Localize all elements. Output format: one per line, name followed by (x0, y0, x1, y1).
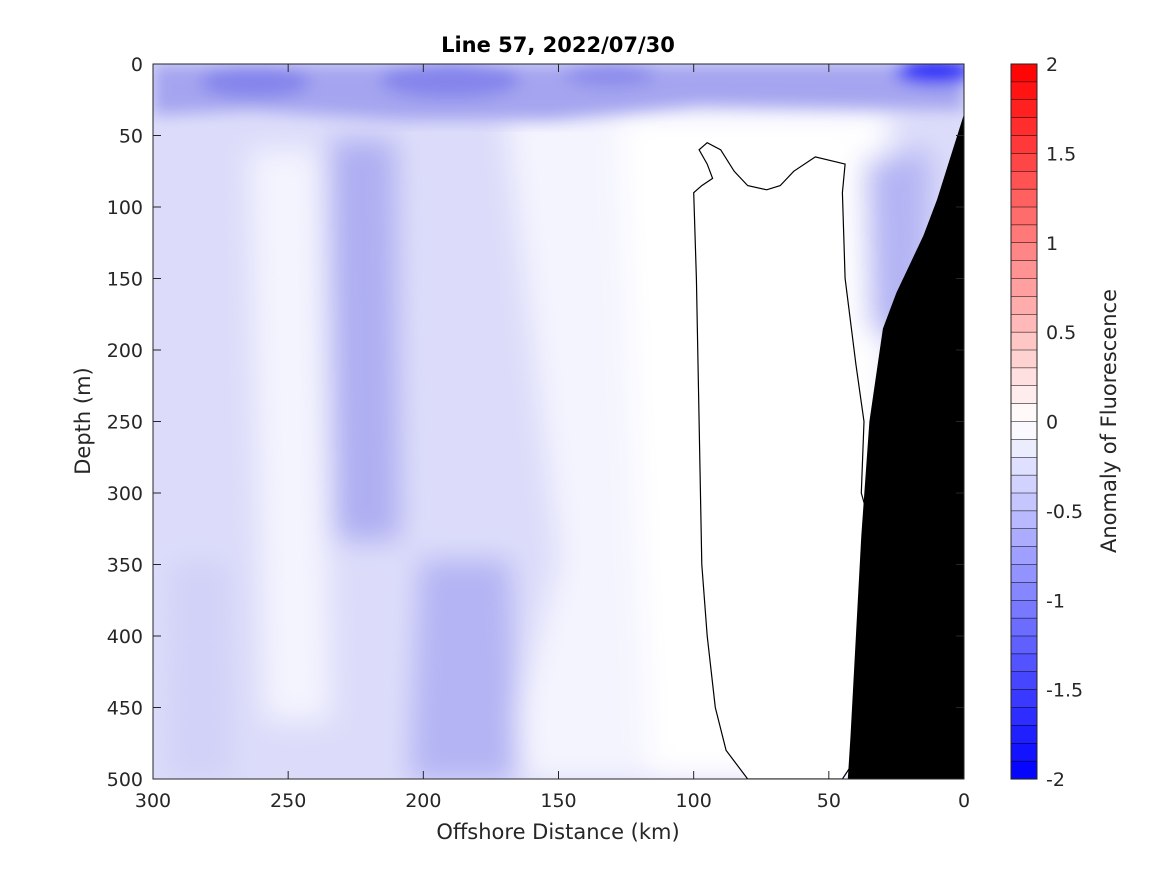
colorbar-level (1010, 385, 1038, 405)
colorbar-level (1010, 188, 1038, 208)
colorbar-level (1010, 206, 1038, 226)
y-tick-label: 0 (131, 54, 143, 76)
field-region-column-blue (330, 140, 400, 540)
colorbar-tick-label: 1.5 (1046, 143, 1076, 165)
y-tick-label: 250 (107, 412, 143, 434)
colorbar-level (1010, 153, 1038, 172)
colorbar-level (1010, 242, 1038, 262)
colorbar-level (1010, 671, 1038, 691)
colorbar-tick-label: -2 (1046, 769, 1065, 791)
surface-layer (153, 64, 964, 120)
plot-area (153, 64, 964, 779)
surface-band (153, 64, 964, 120)
x-tick-label: 50 (817, 790, 841, 812)
colorbar (1010, 63, 1038, 780)
y-tick-label: 350 (107, 555, 143, 577)
colorbar-level (1010, 367, 1038, 387)
y-tick-label: 450 (107, 698, 143, 720)
y-tick-label: 100 (107, 197, 143, 219)
colorbar-level (1010, 725, 1038, 744)
colorbar-level (1010, 349, 1038, 369)
x-tick-label: 100 (676, 790, 712, 812)
colorbar-tick-label: 0.5 (1046, 322, 1076, 344)
colorbar-level (1010, 635, 1038, 655)
colorbar-level (1010, 600, 1038, 619)
colorbar-level (1010, 296, 1038, 315)
colorbar-level (1010, 546, 1038, 566)
colorbar-level (1010, 260, 1038, 280)
colorbar-level (1010, 617, 1038, 637)
colorbar-level (1010, 510, 1038, 530)
chart-title: Line 57, 2022/07/30 (441, 33, 675, 57)
y-tick-label: 150 (107, 269, 143, 291)
colorbar-level (1010, 314, 1038, 333)
surface-blob-180 (380, 64, 520, 98)
y-tick-label: 300 (107, 483, 143, 505)
field-region-deep-blue (410, 560, 520, 779)
surface-blob-250 (200, 66, 310, 98)
colorbar-level (1010, 403, 1038, 423)
x-tick-label: 300 (135, 790, 171, 812)
y-ticks: 0 50 100 150 200 250 300 350 400 450 500 (107, 54, 964, 791)
colorbar-tick-label: -1.5 (1046, 680, 1083, 702)
colorbar-level (1010, 457, 1038, 476)
colorbar-level (1010, 81, 1038, 101)
colorbar-tick-label: -0.5 (1046, 501, 1083, 523)
x-tick-label: 200 (405, 790, 441, 812)
y-tick-label: 200 (107, 340, 143, 362)
colorbar-tick-label: 2 (1046, 54, 1058, 76)
y-tick-label: 400 (107, 626, 143, 648)
x-tick-label: 150 (540, 790, 576, 812)
field-region-west-lower (165, 560, 235, 779)
colorbar-level (1010, 707, 1038, 726)
colorbar-level (1010, 331, 1038, 351)
x-tick-label: 0 (958, 790, 970, 812)
colorbar-level (1010, 653, 1038, 673)
colorbar-tick-label: -1 (1046, 590, 1065, 612)
colorbar-tick-label: 0 (1046, 412, 1058, 434)
colorbar-level (1010, 99, 1038, 119)
colorbar-level (1010, 528, 1038, 548)
bathymetry (847, 114, 964, 779)
field-region-west-light (250, 150, 330, 720)
colorbar-level (1010, 760, 1038, 780)
x-ticks: 300 250 200 150 100 50 0 (135, 64, 970, 812)
colorbar-level (1010, 564, 1038, 583)
y-axis-label: Depth (m) (71, 367, 95, 474)
surface-blob-0 (895, 64, 964, 84)
colorbar-level (1010, 421, 1038, 440)
x-axis-label: Offshore Distance (km) (436, 820, 679, 844)
x-tick-label: 250 (270, 790, 306, 812)
colorbar-level (1010, 135, 1038, 154)
surface-blob-130 (565, 64, 655, 86)
colorbar-level (1010, 439, 1038, 458)
colorbar-level (1010, 171, 1038, 190)
y-tick-label: 50 (119, 126, 143, 148)
colorbar-level (1010, 689, 1038, 709)
colorbar-level (1010, 278, 1038, 297)
colorbar-level (1010, 474, 1038, 494)
colorbar-level (1010, 582, 1038, 601)
colorbar-level (1010, 224, 1038, 244)
colorbar-level (1010, 63, 1038, 83)
colorbar-tick-label: 1 (1046, 233, 1058, 255)
y-tick-label: 500 (107, 769, 143, 791)
colorbar-frame (1010, 63, 1038, 780)
colorbar-label: Anomaly of Fluorescence (1097, 289, 1121, 553)
colorbar-level (1010, 117, 1038, 137)
colorbar-level (1010, 743, 1038, 762)
colorbar-ticks: 2 1.5 1 0.5 0 -0.5 -1 -1.5 -2 (1046, 54, 1083, 791)
colorbar-level (1010, 492, 1038, 512)
